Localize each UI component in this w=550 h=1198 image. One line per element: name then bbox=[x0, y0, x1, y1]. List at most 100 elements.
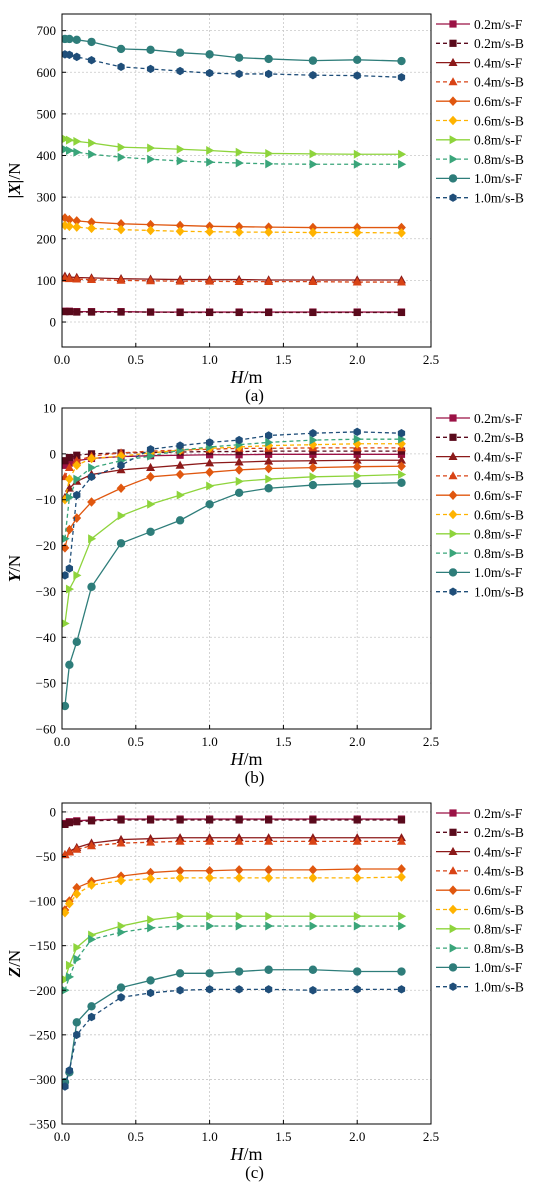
data-point bbox=[87, 453, 96, 464]
x-axis-label: H/m bbox=[229, 749, 262, 769]
data-point bbox=[397, 478, 406, 487]
legend-label: 0.4m/s-F bbox=[474, 844, 523, 859]
legend-label: 0.8m/s-F bbox=[474, 527, 523, 542]
data-point bbox=[176, 156, 185, 166]
data-point bbox=[308, 276, 318, 286]
data-point bbox=[65, 819, 73, 827]
legend-marker bbox=[448, 77, 458, 86]
legend-label: 0.6m/s-F bbox=[474, 883, 523, 898]
data-point bbox=[308, 873, 318, 883]
data-point bbox=[264, 463, 274, 474]
data-point bbox=[117, 921, 126, 931]
data-point bbox=[73, 954, 82, 964]
data-point bbox=[73, 1030, 81, 1040]
legend-label: 0.2m/s-B bbox=[474, 430, 524, 445]
data-point bbox=[88, 934, 97, 944]
legend-label: 1.0m/s-B bbox=[474, 980, 524, 995]
data-point bbox=[352, 873, 362, 883]
data-point bbox=[147, 915, 156, 925]
data-point bbox=[88, 463, 97, 473]
x-tick-label: 0.5 bbox=[128, 352, 144, 367]
legend-item: 0.2m/s-F bbox=[436, 17, 523, 32]
data-point bbox=[65, 972, 75, 982]
data-point bbox=[117, 152, 126, 162]
axes-frame bbox=[61, 802, 432, 1125]
data-point bbox=[72, 844, 82, 853]
data-point bbox=[205, 221, 214, 232]
y-tick-label: 100 bbox=[37, 273, 57, 288]
series-0.6m/s-F bbox=[62, 864, 406, 915]
series-0.2m/s-F bbox=[62, 815, 406, 828]
series-line bbox=[64, 38, 402, 62]
data-point bbox=[146, 816, 155, 824]
data-point bbox=[176, 921, 185, 931]
data-point bbox=[65, 584, 75, 594]
data-point bbox=[235, 816, 243, 824]
series-1.0m/s-B bbox=[62, 985, 406, 1091]
data-point bbox=[235, 308, 243, 317]
x-tick-label: 2.0 bbox=[349, 734, 365, 749]
data-point bbox=[396, 455, 406, 464]
legend-label: 1.0m/s-F bbox=[474, 960, 523, 975]
data-point bbox=[146, 988, 155, 998]
data-point bbox=[65, 960, 75, 970]
series-line bbox=[64, 459, 402, 498]
y-tick-label: 500 bbox=[37, 106, 57, 121]
x-tick-label: 1.5 bbox=[275, 734, 291, 749]
x-tick-label: 2.0 bbox=[349, 1129, 365, 1144]
data-point bbox=[265, 159, 274, 169]
x-axis-label: H/m bbox=[229, 1144, 262, 1164]
data-point bbox=[62, 308, 69, 316]
series-1.0m/s-B bbox=[62, 50, 406, 82]
data-point bbox=[353, 471, 362, 481]
y-tick-label: −250 bbox=[29, 1027, 56, 1042]
legend-label: 0.6m/s-B bbox=[474, 507, 524, 522]
data-point bbox=[116, 539, 126, 548]
legend-item: 0.2m/s-B bbox=[436, 36, 524, 51]
data-point bbox=[65, 453, 73, 462]
data-point bbox=[87, 37, 96, 47]
legend: 0.2m/s-F 0.2m/s-B 0.4m/s-F 0.4m/s-B 0.6m/s-F… bbox=[436, 17, 524, 206]
legend-marker bbox=[448, 451, 458, 460]
data-point bbox=[146, 225, 155, 236]
legend-marker bbox=[449, 135, 458, 145]
data-point bbox=[309, 70, 317, 80]
y-tick-label: 700 bbox=[37, 23, 57, 38]
series-line bbox=[64, 969, 402, 1083]
data-point bbox=[62, 701, 70, 711]
data-point bbox=[353, 921, 362, 931]
data-point bbox=[64, 274, 74, 283]
data-point bbox=[176, 66, 184, 76]
data-point bbox=[205, 276, 215, 285]
data-point bbox=[353, 911, 362, 921]
y-tick-label: 10 bbox=[43, 401, 56, 416]
plot-area bbox=[62, 427, 407, 711]
y-tick-label: −50 bbox=[36, 676, 56, 691]
data-point bbox=[308, 836, 318, 845]
data-point bbox=[146, 527, 155, 537]
x-tick-label: 1.5 bbox=[275, 352, 291, 367]
data-point bbox=[308, 456, 318, 465]
data-point bbox=[265, 431, 273, 440]
data-point bbox=[397, 438, 406, 449]
series-0.4m/s-B bbox=[62, 273, 406, 286]
data-point bbox=[116, 483, 126, 494]
data-point bbox=[265, 474, 274, 484]
data-point bbox=[62, 145, 70, 154]
data-point bbox=[62, 975, 70, 984]
series-line bbox=[64, 138, 402, 155]
data-point bbox=[264, 865, 274, 875]
data-point bbox=[234, 221, 244, 232]
data-point bbox=[353, 427, 361, 437]
data-point bbox=[87, 217, 96, 227]
legend-marker bbox=[448, 96, 458, 106]
legend-label: 1.0m/s-B bbox=[474, 585, 524, 600]
data-point bbox=[64, 898, 74, 909]
data-point bbox=[264, 873, 274, 883]
data-point bbox=[308, 965, 318, 974]
data-point bbox=[146, 308, 155, 316]
series-line bbox=[64, 925, 402, 991]
series-0.2m/s-B bbox=[62, 816, 406, 828]
data-point bbox=[72, 460, 82, 471]
x-tick-label: 1.0 bbox=[201, 352, 217, 367]
